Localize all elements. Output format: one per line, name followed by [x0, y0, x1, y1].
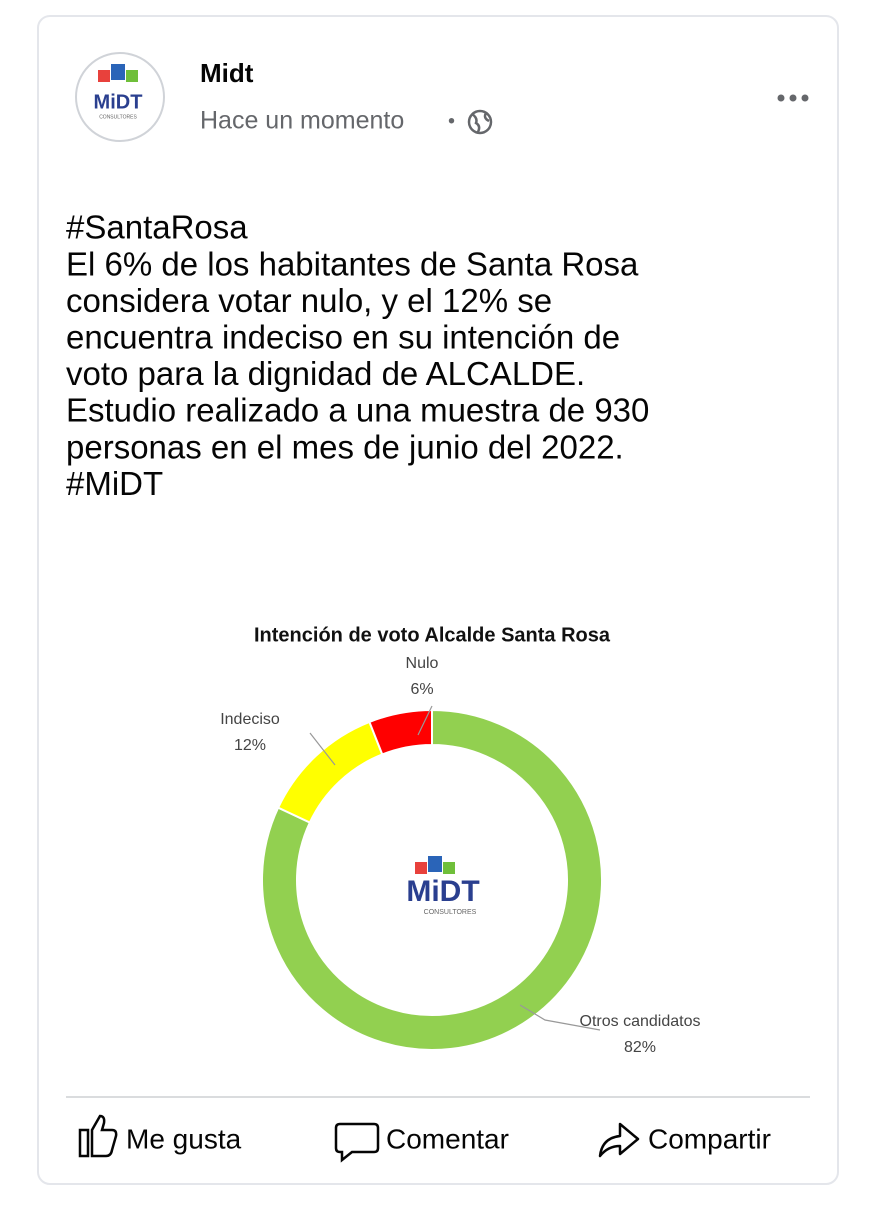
slice-label: Otros candidatos [580, 1013, 701, 1030]
slice-value-label: 6% [410, 681, 433, 698]
logo-subtext: CONSULTORES [99, 114, 137, 120]
logo-text: MiDT [94, 91, 143, 113]
post-card [37, 15, 839, 1185]
comment-button[interactable]: Comentar [334, 1122, 509, 1163]
post-text-line: encuentra indeciso en su intención de [66, 319, 620, 356]
logo-icon [98, 70, 110, 82]
like-icon[interactable] [78, 1114, 118, 1158]
post-text-line: Estudio realizado a una muestra de 930 [66, 392, 649, 429]
logo-text: MiDT [406, 875, 479, 908]
action-label[interactable]: Me gusta [126, 1123, 242, 1154]
donut-segment [368, 708, 433, 756]
slice-label: Indeciso [220, 711, 280, 728]
leader-lines [309, 705, 601, 1031]
post-text-line: #MiDT [66, 465, 163, 502]
post-time[interactable]: Hace un momento [200, 107, 404, 135]
separator: • [448, 110, 455, 132]
post-text-line: considera votar nulo, y el 12% se [66, 282, 552, 319]
logo-icon [126, 70, 138, 82]
author-name[interactable]: Midt [200, 58, 254, 88]
slice-value-label: 12% [234, 737, 266, 754]
more-options[interactable] [777, 94, 809, 102]
slice-value-label: 82% [624, 1039, 656, 1056]
donut-segment [261, 708, 603, 1051]
logo-subtext: CONSULTORES [424, 909, 477, 916]
post-text-line: personas en el mes de junio del 2022. [66, 428, 624, 465]
post-text-line: El 6% de los habitantes de Santa Rosa [66, 245, 639, 282]
logo-icon [111, 64, 125, 80]
like-button[interactable]: Me gusta [78, 1114, 242, 1158]
share-button[interactable]: Compartir [598, 1122, 771, 1158]
action-label[interactable]: Compartir [648, 1123, 771, 1154]
slice-label: Nulo [406, 655, 439, 672]
avatar[interactable]: MiDT CONSULTORES [75, 52, 165, 142]
comment-icon[interactable] [334, 1122, 380, 1163]
chart-title: Intención de voto Alcalde Santa Rosa [254, 624, 611, 646]
post-text-line: voto para la dignidad de ALCALDE. [66, 355, 585, 392]
share-icon[interactable] [598, 1122, 640, 1158]
globe-icon [467, 109, 493, 135]
post-text-line: #SantaRosa [66, 209, 248, 246]
center-logo: MiDT CONSULTORES [406, 856, 480, 916]
action-label[interactable]: Comentar [386, 1123, 509, 1154]
